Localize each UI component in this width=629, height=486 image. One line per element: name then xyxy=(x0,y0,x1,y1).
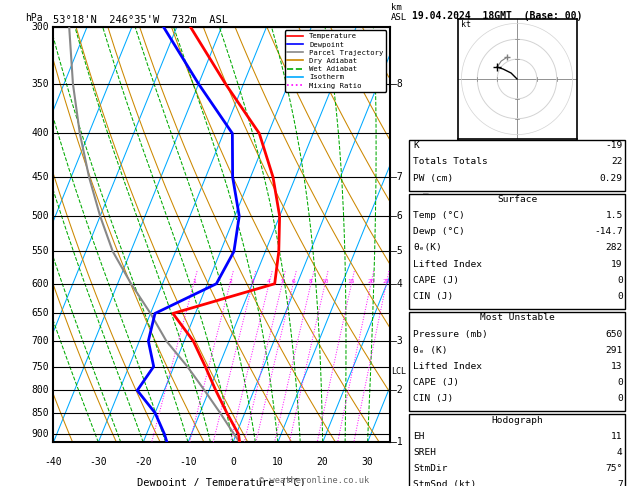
Text: 0: 0 xyxy=(617,292,623,301)
Text: 15: 15 xyxy=(348,279,355,284)
Text: 900: 900 xyxy=(31,429,49,439)
Text: -20: -20 xyxy=(135,457,152,467)
Text: 8: 8 xyxy=(309,279,313,284)
Text: K: K xyxy=(413,141,419,151)
Text: 500: 500 xyxy=(31,211,49,221)
Text: km
ASL: km ASL xyxy=(391,3,408,22)
Text: 20: 20 xyxy=(317,457,328,467)
Text: Totals Totals: Totals Totals xyxy=(413,157,488,167)
Text: θₑ (K): θₑ (K) xyxy=(413,346,448,355)
Text: StmDir: StmDir xyxy=(413,464,448,473)
Text: CAPE (J): CAPE (J) xyxy=(413,276,459,285)
Text: CIN (J): CIN (J) xyxy=(413,292,454,301)
Text: 300: 300 xyxy=(31,22,49,32)
Text: 53°18'N  246°35'W  732m  ASL: 53°18'N 246°35'W 732m ASL xyxy=(53,15,228,25)
Text: kt: kt xyxy=(462,20,472,29)
Text: 4: 4 xyxy=(617,448,623,457)
Text: 22: 22 xyxy=(611,157,623,167)
Text: 650: 650 xyxy=(606,330,623,339)
Text: 1: 1 xyxy=(192,279,196,284)
Text: Dewp (°C): Dewp (°C) xyxy=(413,227,465,237)
Text: 6: 6 xyxy=(291,279,295,284)
Text: 550: 550 xyxy=(31,246,49,257)
Text: Mixing Ratio (g/kg): Mixing Ratio (g/kg) xyxy=(423,187,431,282)
Text: 2: 2 xyxy=(228,279,232,284)
Text: 282: 282 xyxy=(606,243,623,253)
Text: 700: 700 xyxy=(31,336,49,346)
Text: –8: –8 xyxy=(391,79,403,89)
Text: -14.7: -14.7 xyxy=(594,227,623,237)
Text: 291: 291 xyxy=(606,346,623,355)
Text: Surface: Surface xyxy=(497,195,537,205)
Text: 4: 4 xyxy=(267,279,271,284)
Text: StmSpd (kt): StmSpd (kt) xyxy=(413,480,477,486)
Text: 350: 350 xyxy=(31,79,49,89)
Text: Most Unstable: Most Unstable xyxy=(480,313,554,323)
Text: 0: 0 xyxy=(230,457,236,467)
Text: CAPE (J): CAPE (J) xyxy=(413,378,459,387)
Text: 650: 650 xyxy=(31,309,49,318)
Text: 10: 10 xyxy=(272,457,284,467)
Text: 400: 400 xyxy=(31,128,49,139)
Text: 3: 3 xyxy=(250,279,254,284)
Text: 5: 5 xyxy=(281,279,284,284)
Text: –3: –3 xyxy=(391,336,403,346)
Text: 750: 750 xyxy=(31,362,49,371)
Text: Lifted Index: Lifted Index xyxy=(413,260,482,269)
Text: 25: 25 xyxy=(382,279,390,284)
Text: 10: 10 xyxy=(321,279,329,284)
Text: -40: -40 xyxy=(45,457,62,467)
Text: 11: 11 xyxy=(611,432,623,441)
Text: Pressure (mb): Pressure (mb) xyxy=(413,330,488,339)
Text: 75°: 75° xyxy=(606,464,623,473)
Text: –4: –4 xyxy=(391,279,403,289)
Text: –6: –6 xyxy=(391,211,403,221)
Text: 0.29: 0.29 xyxy=(599,174,623,183)
Text: θₑ(K): θₑ(K) xyxy=(413,243,442,253)
Text: 0: 0 xyxy=(617,378,623,387)
Text: 1.5: 1.5 xyxy=(606,211,623,221)
Text: 850: 850 xyxy=(31,408,49,418)
Text: –7: –7 xyxy=(391,172,403,182)
Text: -19: -19 xyxy=(606,141,623,151)
Text: -10: -10 xyxy=(179,457,197,467)
Legend: Temperature, Dewpoint, Parcel Trajectory, Dry Adiabat, Wet Adiabat, Isotherm, Mi: Temperature, Dewpoint, Parcel Trajectory… xyxy=(284,30,386,91)
Text: 450: 450 xyxy=(31,172,49,182)
Text: © weatheronline.co.uk: © weatheronline.co.uk xyxy=(259,475,370,485)
Text: –2: –2 xyxy=(391,385,403,396)
Text: Temp (°C): Temp (°C) xyxy=(413,211,465,221)
Text: 30: 30 xyxy=(362,457,374,467)
Text: 800: 800 xyxy=(31,385,49,396)
Text: –1: –1 xyxy=(391,437,403,447)
Text: 19: 19 xyxy=(611,260,623,269)
Text: hPa: hPa xyxy=(25,14,43,23)
Text: PW (cm): PW (cm) xyxy=(413,174,454,183)
Text: CIN (J): CIN (J) xyxy=(413,394,454,403)
Text: Hodograph: Hodograph xyxy=(491,416,543,425)
Text: –5: –5 xyxy=(391,246,403,257)
Text: SREH: SREH xyxy=(413,448,437,457)
Text: 13: 13 xyxy=(611,362,623,371)
Text: 7: 7 xyxy=(617,480,623,486)
Text: Dewpoint / Temperature (°C): Dewpoint / Temperature (°C) xyxy=(137,478,306,486)
Text: 0: 0 xyxy=(617,276,623,285)
Text: LCL: LCL xyxy=(391,367,406,376)
Text: 600: 600 xyxy=(31,279,49,289)
Text: Lifted Index: Lifted Index xyxy=(413,362,482,371)
Text: -30: -30 xyxy=(89,457,107,467)
Text: 20: 20 xyxy=(367,279,375,284)
Text: EH: EH xyxy=(413,432,425,441)
Text: 0: 0 xyxy=(617,394,623,403)
Text: 19.04.2024  18GMT  (Base: 00): 19.04.2024 18GMT (Base: 00) xyxy=(412,11,582,21)
